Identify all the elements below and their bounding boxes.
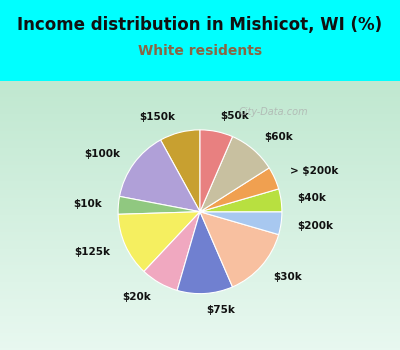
Wedge shape [200,136,269,212]
Wedge shape [200,212,282,235]
Text: $10k: $10k [73,199,102,209]
Text: $150k: $150k [140,112,176,121]
Text: $75k: $75k [206,305,235,315]
Text: $30k: $30k [274,272,302,282]
Text: $50k: $50k [220,111,249,120]
Wedge shape [177,212,232,294]
Text: $40k: $40k [297,193,326,203]
Text: Income distribution in Mishicot, WI (%): Income distribution in Mishicot, WI (%) [18,16,382,34]
Wedge shape [118,196,200,214]
Text: City-Data.com: City-Data.com [239,107,308,117]
Wedge shape [200,130,232,212]
Wedge shape [200,189,282,212]
Text: $200k: $200k [297,220,333,231]
Text: White residents: White residents [138,44,262,58]
Wedge shape [160,130,200,212]
Text: $20k: $20k [122,292,151,302]
Wedge shape [118,212,200,272]
Wedge shape [200,168,279,212]
Text: $125k: $125k [74,247,110,257]
Text: $100k: $100k [84,149,120,159]
Wedge shape [120,140,200,212]
Text: $60k: $60k [264,132,292,142]
Wedge shape [200,212,279,287]
Wedge shape [144,212,200,290]
Text: > $200k: > $200k [290,166,338,176]
